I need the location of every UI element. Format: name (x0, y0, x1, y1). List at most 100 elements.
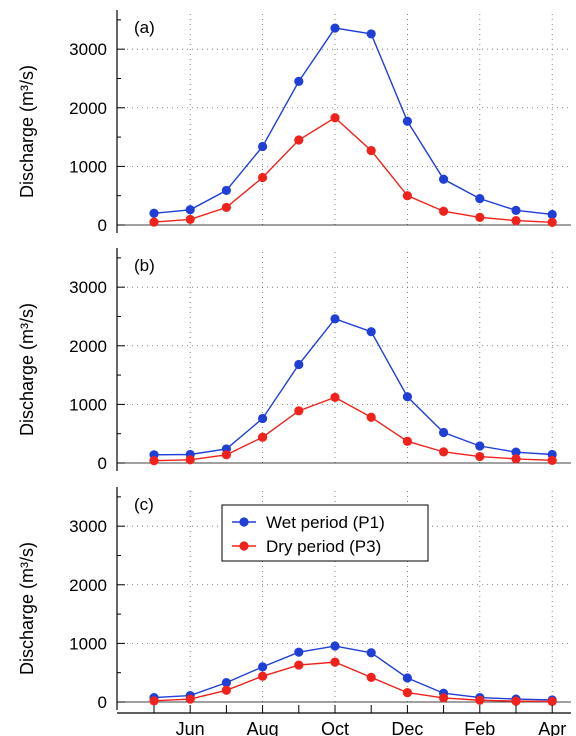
data-point (366, 412, 376, 422)
series-dry (149, 657, 557, 707)
data-point (366, 672, 376, 682)
series-dry (149, 392, 557, 466)
data-point (330, 23, 340, 33)
data-point (366, 29, 376, 39)
panel-label: (a) (134, 18, 155, 37)
data-point (221, 202, 231, 213)
data-point (221, 185, 231, 196)
legend-marker (239, 517, 249, 527)
data-point (366, 648, 376, 658)
series-wet (149, 314, 557, 460)
x-tick-label: Feb (464, 719, 495, 736)
data-point (402, 688, 412, 698)
chart-panel-3: 0 1000 2000 3000 Discharge (m³/s) (c) Wet peri… (17, 487, 571, 736)
data-point (475, 451, 485, 462)
x-tick-label: Aug (247, 719, 279, 736)
data-point (149, 208, 159, 218)
x-tick-label: Dec (391, 719, 423, 736)
data-point (475, 194, 485, 204)
panel-label: (b) (134, 256, 155, 275)
data-point (185, 455, 195, 465)
data-point (330, 657, 340, 667)
data-point (511, 216, 521, 226)
y-tick-label: 2000 (69, 576, 107, 595)
y-tick-label: 2000 (69, 337, 107, 356)
data-point (185, 694, 195, 704)
data-point (294, 647, 304, 657)
data-point (149, 456, 159, 466)
data-point (439, 427, 449, 438)
chart-panel-2: 0 1000 2000 3000 Discharge (m³/s) (b) (17, 248, 571, 473)
data-point (547, 209, 557, 220)
series-line (153, 645, 553, 701)
series-line (153, 27, 553, 216)
series-line (153, 396, 553, 462)
data-point (402, 116, 412, 126)
x-tick-label: Oct (321, 719, 349, 736)
data-point (258, 432, 268, 442)
data-point (294, 76, 304, 87)
legend: Wet period (P1) Dry period (P3) (221, 504, 429, 562)
data-point (366, 327, 376, 337)
data-point (294, 359, 304, 370)
data-point (402, 392, 412, 402)
x-tick-label: Apr (538, 719, 566, 736)
data-point (439, 693, 449, 703)
y-axis-label: Discharge (m³/s) (17, 303, 37, 436)
data-point (475, 695, 485, 705)
data-point (149, 217, 159, 227)
data-point (294, 135, 304, 145)
data-point (330, 641, 340, 651)
series-line (153, 116, 553, 224)
y-tick-label: 0 (98, 454, 107, 473)
series-line (153, 317, 553, 456)
data-point (258, 172, 268, 183)
data-point (185, 214, 195, 225)
data-point (258, 141, 268, 152)
data-point (221, 450, 231, 460)
data-point (547, 217, 557, 227)
panels: 0 1000 2000 3000 Discharge (m³/s) (a) 0 1000 200… (17, 10, 571, 736)
y-tick-label: 2000 (69, 99, 107, 118)
data-point (258, 671, 268, 681)
y-tick-label: 1000 (69, 634, 107, 653)
data-point (547, 696, 557, 707)
y-axis-label: Discharge (m³/s) (17, 542, 37, 675)
data-point (402, 673, 412, 683)
series-dry (149, 113, 557, 227)
data-point (221, 678, 231, 688)
y-tick-label: 3000 (69, 278, 107, 297)
data-point (475, 441, 485, 451)
data-point (294, 660, 304, 670)
data-point (439, 174, 449, 184)
data-point (402, 191, 412, 201)
y-axis-label: Discharge (m³/s) (17, 65, 37, 198)
data-point (330, 113, 340, 123)
series-wet (149, 23, 557, 220)
y-tick-label: 1000 (69, 157, 107, 176)
legend-entry: Dry period (P3) (266, 537, 381, 556)
legend-box (221, 504, 429, 562)
data-point (294, 406, 304, 416)
data-point (439, 206, 449, 216)
series-wet (149, 641, 557, 705)
y-tick-label: 0 (98, 216, 107, 235)
grid-lines (117, 14, 571, 225)
data-point (258, 662, 268, 672)
y-tick-label: 1000 (69, 395, 107, 414)
data-point (366, 145, 376, 156)
data-point (547, 455, 557, 465)
legend-marker (239, 541, 249, 551)
data-point (402, 436, 412, 446)
data-point (439, 447, 449, 457)
series-line (153, 661, 553, 703)
data-point (221, 685, 231, 695)
panel-label: (c) (134, 495, 154, 514)
data-point (511, 205, 521, 215)
data-point (475, 212, 485, 222)
y-tick-label: 3000 (69, 517, 107, 536)
data-point (185, 205, 195, 215)
data-point (258, 413, 268, 424)
data-point (511, 447, 521, 457)
